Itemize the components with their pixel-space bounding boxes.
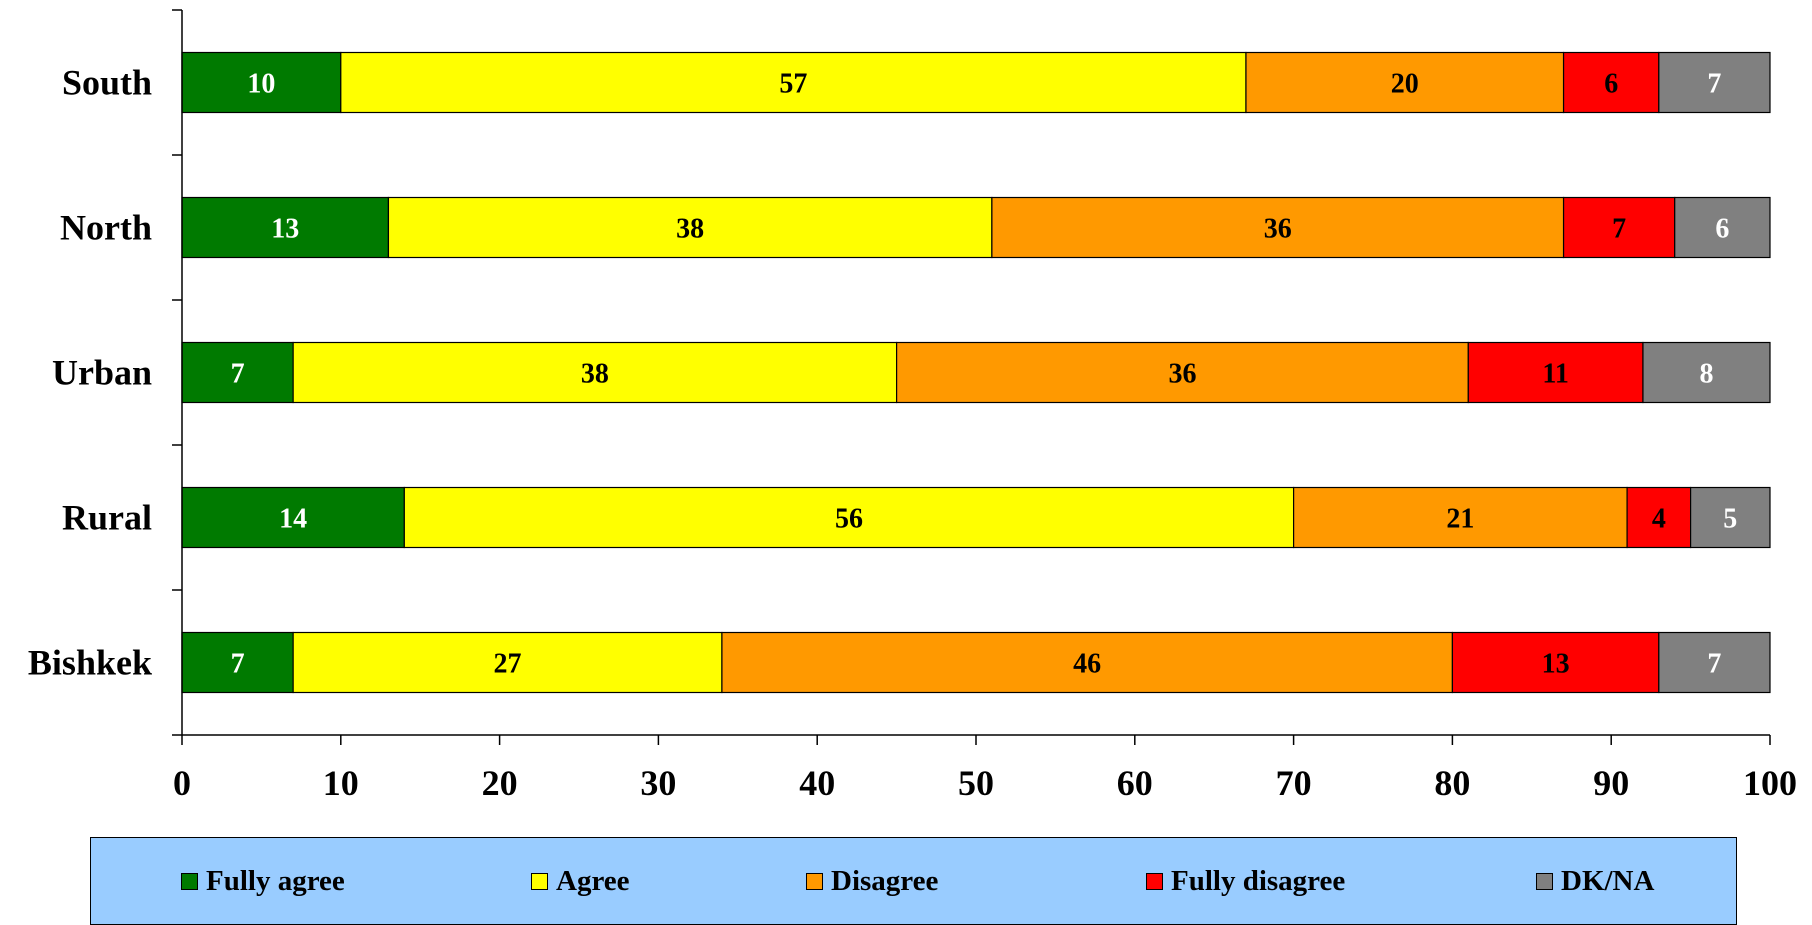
legend: Fully agree Agree Disagree Fully disagree DK… xyxy=(90,837,1737,925)
data-label-north-fully-agree: 13 xyxy=(271,214,299,245)
legend-swatch-fully-agree xyxy=(181,873,198,890)
data-label-urban-disagree: 36 xyxy=(1168,359,1196,390)
legend-swatch-disagree xyxy=(806,873,823,890)
data-label-rural-fully-disagree: 4 xyxy=(1652,504,1666,535)
legend-item-fully-disagree: Fully disagree xyxy=(1146,838,1345,924)
legend-label-fully-agree: Fully agree xyxy=(206,865,345,898)
data-label-urban-agree: 38 xyxy=(581,359,609,390)
data-label-south-disagree: 20 xyxy=(1391,69,1419,100)
legend-label-agree: Agree xyxy=(556,865,630,898)
bars-layer: 10 57 20 6 713 38 36 7 67 38 36 11 814 56 21 4 57 27 46 13 7 xyxy=(182,53,1770,693)
legend-swatch-dk-na xyxy=(1536,873,1553,890)
data-label-rural-agree: 56 xyxy=(835,504,863,535)
data-label-bishkek-dk-na: 7 xyxy=(1707,649,1721,680)
stacked-bar-chart: 10 57 20 6 713 38 36 7 67 38 36 11 814 56 21 4 57 27 46 13 7… xyxy=(0,0,1812,830)
data-label-urban-fully-agree: 7 xyxy=(231,359,245,390)
data-label-bishkek-agree: 27 xyxy=(494,649,522,680)
data-label-bishkek-fully-agree: 7 xyxy=(231,649,245,680)
x-tick-label: 20 xyxy=(482,763,518,803)
category-label-bishkek: Bishkek xyxy=(28,643,152,683)
data-label-urban-dk-na: 8 xyxy=(1699,359,1713,390)
data-label-rural-disagree: 21 xyxy=(1446,504,1474,535)
x-tick-label: 100 xyxy=(1743,763,1797,803)
x-tick-label: 50 xyxy=(958,763,994,803)
x-tick-label: 70 xyxy=(1276,763,1312,803)
category-label-urban: Urban xyxy=(52,353,152,393)
legend-item-dk-na: DK/NA xyxy=(1536,838,1654,924)
legend-item-agree: Agree xyxy=(531,838,630,924)
data-label-urban-fully-disagree: 11 xyxy=(1542,359,1568,390)
x-tick-label: 10 xyxy=(323,763,359,803)
legend-item-disagree: Disagree xyxy=(806,838,938,924)
data-label-south-fully-agree: 10 xyxy=(247,69,275,100)
legend-label-fully-disagree: Fully disagree xyxy=(1171,865,1345,898)
legend-swatch-agree xyxy=(531,873,548,890)
legend-item-fully-agree: Fully agree xyxy=(181,838,345,924)
data-label-south-agree: 57 xyxy=(779,69,807,100)
data-label-north-agree: 38 xyxy=(676,214,704,245)
x-tick-label: 0 xyxy=(173,763,191,803)
category-label-south: South xyxy=(62,63,152,103)
data-label-north-disagree: 36 xyxy=(1264,214,1292,245)
x-tick-label: 40 xyxy=(799,763,835,803)
x-tick-label: 30 xyxy=(640,763,676,803)
legend-label-disagree: Disagree xyxy=(831,865,938,898)
legend-label-dk-na: DK/NA xyxy=(1561,865,1654,898)
legend-swatch-fully-disagree xyxy=(1146,873,1163,890)
data-label-bishkek-disagree: 46 xyxy=(1073,649,1101,680)
category-label-rural: Rural xyxy=(62,498,152,538)
x-tick-label: 80 xyxy=(1434,763,1470,803)
data-label-bishkek-fully-disagree: 13 xyxy=(1542,649,1570,680)
data-label-rural-fully-agree: 14 xyxy=(279,504,307,535)
x-tick-label: 90 xyxy=(1593,763,1629,803)
x-tick-label: 60 xyxy=(1117,763,1153,803)
data-label-south-dk-na: 7 xyxy=(1707,69,1721,100)
data-label-rural-dk-na: 5 xyxy=(1723,504,1737,535)
category-label-north: North xyxy=(60,208,152,248)
data-label-north-fully-disagree: 7 xyxy=(1612,214,1626,245)
data-label-north-dk-na: 6 xyxy=(1715,214,1729,245)
data-label-south-fully-disagree: 6 xyxy=(1604,69,1618,100)
